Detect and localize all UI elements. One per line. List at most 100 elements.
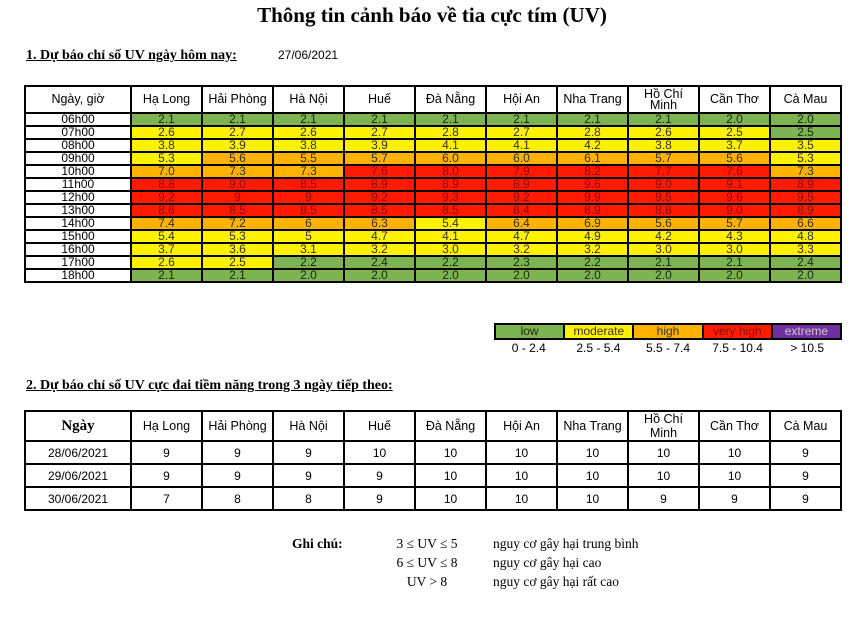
max-uv-cell: 10 xyxy=(414,486,487,511)
uv-value-cell: 8.8 xyxy=(627,203,700,218)
hour-cell: 18h00 xyxy=(24,268,132,283)
uv-value-cell: 2.0 xyxy=(769,268,842,283)
max-uv-cell: 9 xyxy=(627,486,700,511)
notes-label: Ghi chú: xyxy=(292,536,343,551)
uv-value-cell: 7.3 xyxy=(272,164,345,179)
legend-mod-range: 2.5 - 5.4 xyxy=(576,341,621,355)
section2-heading: 2. Dự báo chỉ số UV cực đai tiềm năng tr… xyxy=(26,378,393,393)
uv-value-cell: 6.0 xyxy=(485,151,558,166)
table-row: 08h00 3.8 3.9 3.8 3.9 4.1 4.1 4.2 3.8 3.7 3.5 xyxy=(24,138,842,153)
uv-value-cell: 2.1 xyxy=(627,255,700,270)
uv-value-cell: 2.6 xyxy=(627,125,700,140)
uv-value-cell: 3.0 xyxy=(627,242,700,257)
max-uv-cell: 10 xyxy=(556,440,629,465)
max-uv-cell: 10 xyxy=(627,463,700,488)
uv-value-cell: 3.9 xyxy=(343,138,416,153)
uv-value-cell: 5.5 xyxy=(272,151,345,166)
max-uv-cell: 8 xyxy=(201,486,274,511)
legend-mod-swatch: moderate xyxy=(563,325,633,338)
max-uv-cell: 9 xyxy=(130,440,203,465)
uv-value-cell: 2.0 xyxy=(698,268,771,283)
header-city-hue: Huế xyxy=(343,85,416,114)
header-city-hoi-an: Hội An xyxy=(485,85,558,114)
uv-value-cell: 2.7 xyxy=(201,125,274,140)
uv-value-cell: 3.7 xyxy=(130,242,203,257)
uv-value-cell: 8.8 xyxy=(130,177,203,192)
uv-value-cell: 3.1 xyxy=(272,242,345,257)
uv-value-cell: 9.6 xyxy=(698,190,771,205)
header-city-ha-long: Hạ Long xyxy=(130,85,203,114)
uv-value-cell: 2.1 xyxy=(130,268,203,283)
uv-value-cell: 7.9 xyxy=(485,164,558,179)
max-uv-cell: 10 xyxy=(414,463,487,488)
uv-value-cell: 7.3 xyxy=(201,164,274,179)
uv-value-cell: 2.5 xyxy=(201,255,274,270)
max-uv-cell: 10 xyxy=(627,440,700,465)
uv-value-cell: 2.0 xyxy=(769,112,842,127)
header-city-ho-chi-minh: Hồ Chí Minh xyxy=(627,85,700,114)
table-row: 30/06/2021 7 8 8 9 10 10 10 9 9 9 xyxy=(24,486,842,511)
header-time: Ngày, giờ xyxy=(24,85,132,114)
max-uv-cell: 9 xyxy=(698,486,771,511)
max-uv-cell: 7 xyxy=(130,486,203,511)
header-city-ha-noi: Hà Nội xyxy=(272,85,345,114)
uv-value-cell: 3.3 xyxy=(769,242,842,257)
table-row: 12h00 9.2 9 9 9.2 9.3 9.2 9.9 9.5 9.6 9.5 xyxy=(24,190,842,205)
max-uv-cell: 9 xyxy=(201,440,274,465)
uv-value-cell: 4.3 xyxy=(698,229,771,244)
legend-high-swatch: high xyxy=(632,325,702,338)
header-city-can-tho: Cần Thơ xyxy=(698,85,771,114)
hour-cell: 09h00 xyxy=(24,151,132,166)
header-city-can-tho: Cần Thơ xyxy=(698,410,771,442)
hourly-table-header: Ngày, giờ Hạ Long Hải Phòng Hà Nội Huế Đà Nẵ… xyxy=(24,85,842,114)
header-city-da-nang: Đà Nẵng xyxy=(414,410,487,442)
max-uv-cell: 9 xyxy=(343,463,416,488)
section1-heading: 1. Dự báo chỉ số UV ngày hôm nay: xyxy=(26,48,237,63)
uv-value-cell: 2.1 xyxy=(627,112,700,127)
uv-value-cell: 2.0 xyxy=(556,268,629,283)
header-city-hue: Huế xyxy=(343,410,416,442)
uv-value-cell: 8.9 xyxy=(485,177,558,192)
table-row: 29/06/2021 9 9 9 9 10 10 10 10 10 9 xyxy=(24,463,842,488)
legend-low-swatch: low xyxy=(496,325,564,338)
uv-value-cell: 8.9 xyxy=(414,177,487,192)
header-city-ca-mau: Cà Mau xyxy=(769,85,842,114)
header-date: Ngày xyxy=(24,410,132,442)
max-uv-cell: 9 xyxy=(769,463,842,488)
page-title: Thông tin cảnh báo về tia cực tím (UV) xyxy=(257,3,607,27)
uv-value-cell: 8.9 xyxy=(769,203,842,218)
legend-high-range: 5.5 - 7.4 xyxy=(645,341,690,355)
uv-value-cell: 2.1 xyxy=(343,112,416,127)
date-cell: 28/06/2021 xyxy=(24,440,132,465)
max-uv-cell: 10 xyxy=(485,440,558,465)
legend-ext-swatch: extreme xyxy=(770,325,841,338)
uv-value-cell: 7.4 xyxy=(130,216,203,231)
legend-low-range: 0 - 2.4 xyxy=(511,341,546,355)
note-condition: 6 ≤ UV ≤ 8 xyxy=(396,555,458,570)
uv-value-cell: 5.3 xyxy=(769,151,842,166)
max-uv-cell: 9 xyxy=(201,463,274,488)
uv-value-cell: 8.5 xyxy=(414,203,487,218)
uv-value-cell: 5.6 xyxy=(201,151,274,166)
max-table-header: Ngày Hạ Long Hải Phòng Hà Nội Huế Đà Nẵng Hội… xyxy=(24,410,842,442)
date-cell: 29/06/2021 xyxy=(24,463,132,488)
legend-ext-range: > 10.5 xyxy=(790,341,825,355)
table-row: 09h00 5.3 5.6 5.5 5.7 6.0 6.0 6.1 5.7 5.6 5.3 xyxy=(24,151,842,166)
header-city-hoi-an: Hội An xyxy=(485,410,558,442)
uv-value-cell: 8.6 xyxy=(130,203,203,218)
header-city-da-nang: Đà Nẵng xyxy=(414,85,487,114)
max-uv-cell: 10 xyxy=(485,486,558,511)
uv-legend: low moderate high very high extreme 0 - 2.4 2… xyxy=(494,323,842,356)
hour-cell: 16h00 xyxy=(24,242,132,257)
table-row: 18h00 2.1 2.1 2.0 2.0 2.0 2.0 2.0 2.0 2.0 2.0 xyxy=(24,268,842,283)
uv-value-cell: 2.1 xyxy=(201,268,274,283)
uv-value-cell: 2.6 xyxy=(130,255,203,270)
table-row: 17h00 2.6 2.5 2.2 2.4 2.2 2.3 2.2 2.1 2.1 2.4 xyxy=(24,255,842,270)
table-row: 06h00 2.1 2.1 2.1 2.1 2.1 2.1 2.1 2.1 2.0 2.0 xyxy=(24,112,842,127)
table-row: 16h00 3.7 3.6 3.1 3.2 3.0 3.2 3.2 3.0 3.0 3.3 xyxy=(24,242,842,257)
hour-cell: 10h00 xyxy=(24,164,132,179)
uv-value-cell: 3.8 xyxy=(130,138,203,153)
uv-value-cell: 9.5 xyxy=(769,190,842,205)
date-cell: 30/06/2021 xyxy=(24,486,132,511)
uv-value-cell: 7.6 xyxy=(343,164,416,179)
